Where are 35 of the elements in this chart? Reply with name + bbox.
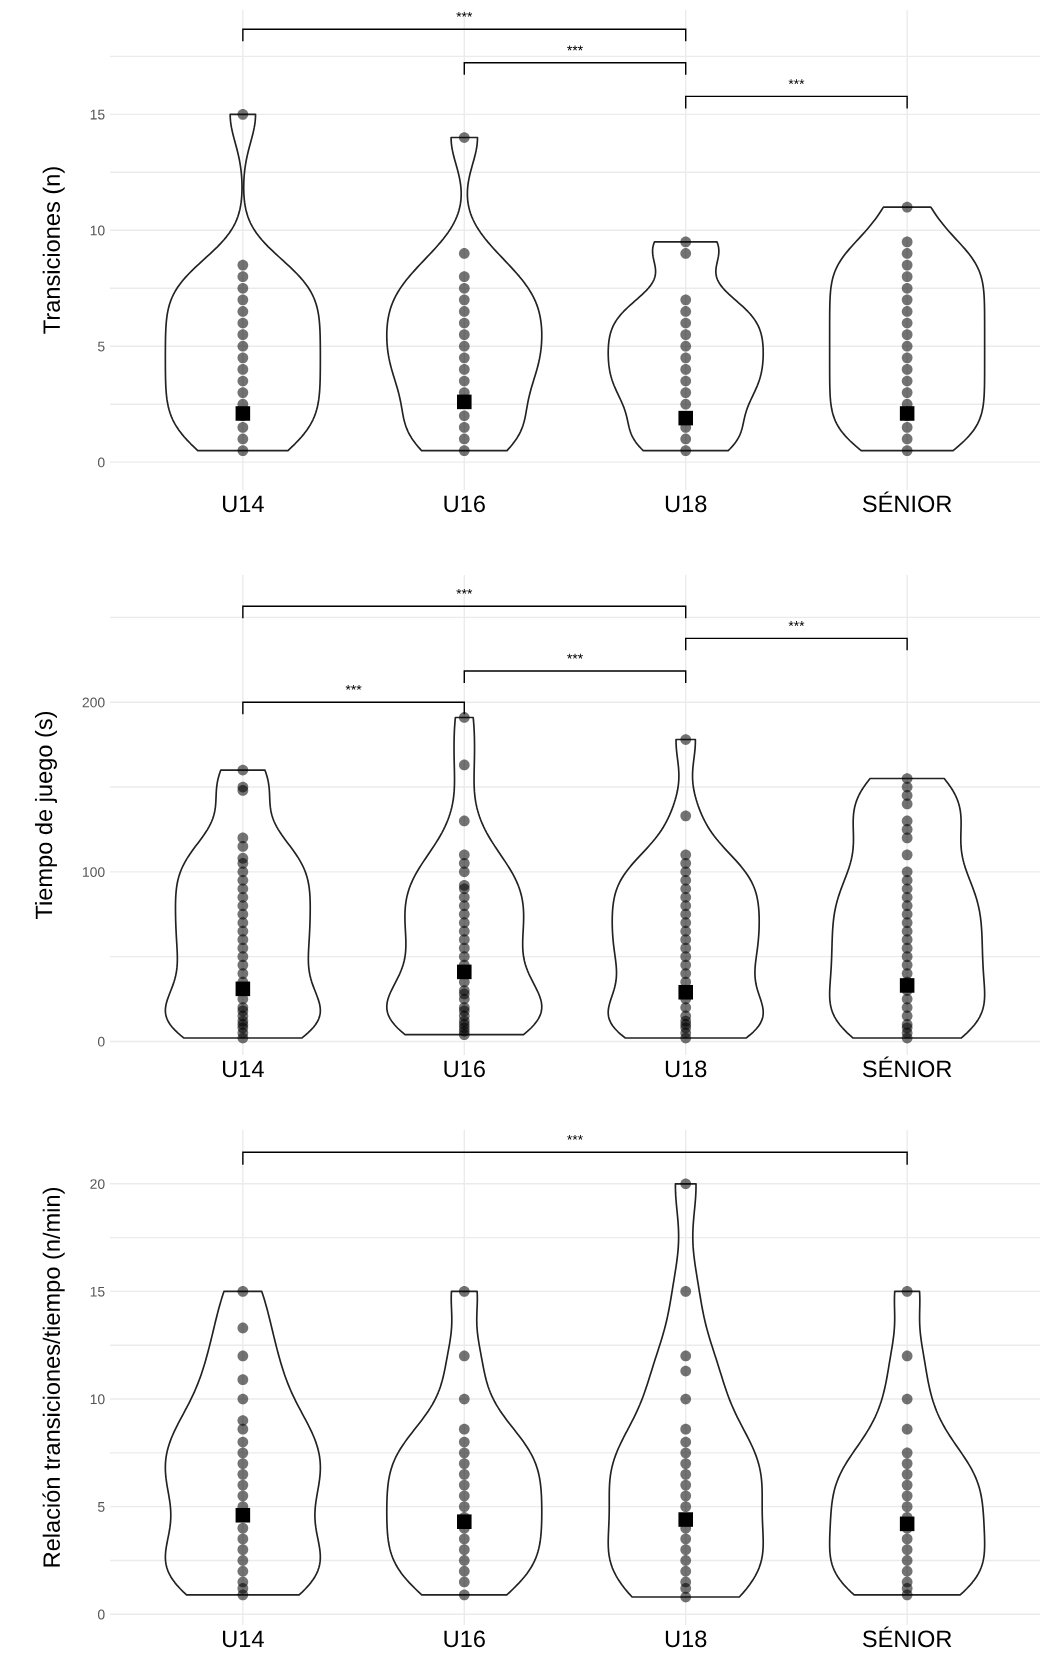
x-tick-label: U16 xyxy=(444,1060,485,1078)
y-tick-label: 0 xyxy=(97,1609,105,1620)
annotation: *** xyxy=(345,684,362,690)
y-tick-label: 15 xyxy=(90,1286,105,1297)
y-axis-title: Tiempo de juego (s) xyxy=(34,711,57,920)
annotation: *** xyxy=(567,1134,583,1140)
y-tick-label: 20 xyxy=(90,1179,105,1189)
y-tick-label: 200 xyxy=(82,697,105,708)
x-tick-label: U18 xyxy=(665,1630,707,1648)
x-tick-label: U16 xyxy=(444,1630,485,1648)
y-tick-label: 10 xyxy=(90,225,105,236)
y-tick-label: 15 xyxy=(90,109,105,120)
x-tick-label: U18 xyxy=(665,495,707,513)
y-tick-label: 10 xyxy=(90,1394,105,1405)
x-tick-label: SÉNIOR xyxy=(862,491,952,513)
y-tick-label: 5 xyxy=(97,1502,105,1512)
y-axis-title: Relación transiciones/tiempo (n/min) xyxy=(42,1188,65,1567)
y-tick-label: 0 xyxy=(97,1036,105,1047)
annotation: *** xyxy=(788,79,805,85)
x-tick-label: U14 xyxy=(223,495,264,513)
x-tick-label: U14 xyxy=(223,1060,264,1078)
annotation: *** xyxy=(788,621,805,626)
x-tick-label: U18 xyxy=(665,1060,707,1078)
y-tick-label: 0 xyxy=(97,457,105,468)
y-tick-label: 100 xyxy=(83,867,105,877)
x-tick-label: U16 xyxy=(444,495,485,513)
y-tick-label: 5 xyxy=(97,341,105,352)
x-tick-label: SÉNIOR xyxy=(862,1056,952,1078)
annotation: *** xyxy=(567,653,583,659)
annotation: *** xyxy=(456,588,473,594)
x-tick-label: U14 xyxy=(223,1630,264,1648)
annotation: *** xyxy=(567,45,583,51)
x-tick-label: SÉNIOR xyxy=(862,1626,952,1648)
y-axis-title: Transiciones (n) xyxy=(42,167,65,334)
annotation: *** xyxy=(456,11,473,17)
